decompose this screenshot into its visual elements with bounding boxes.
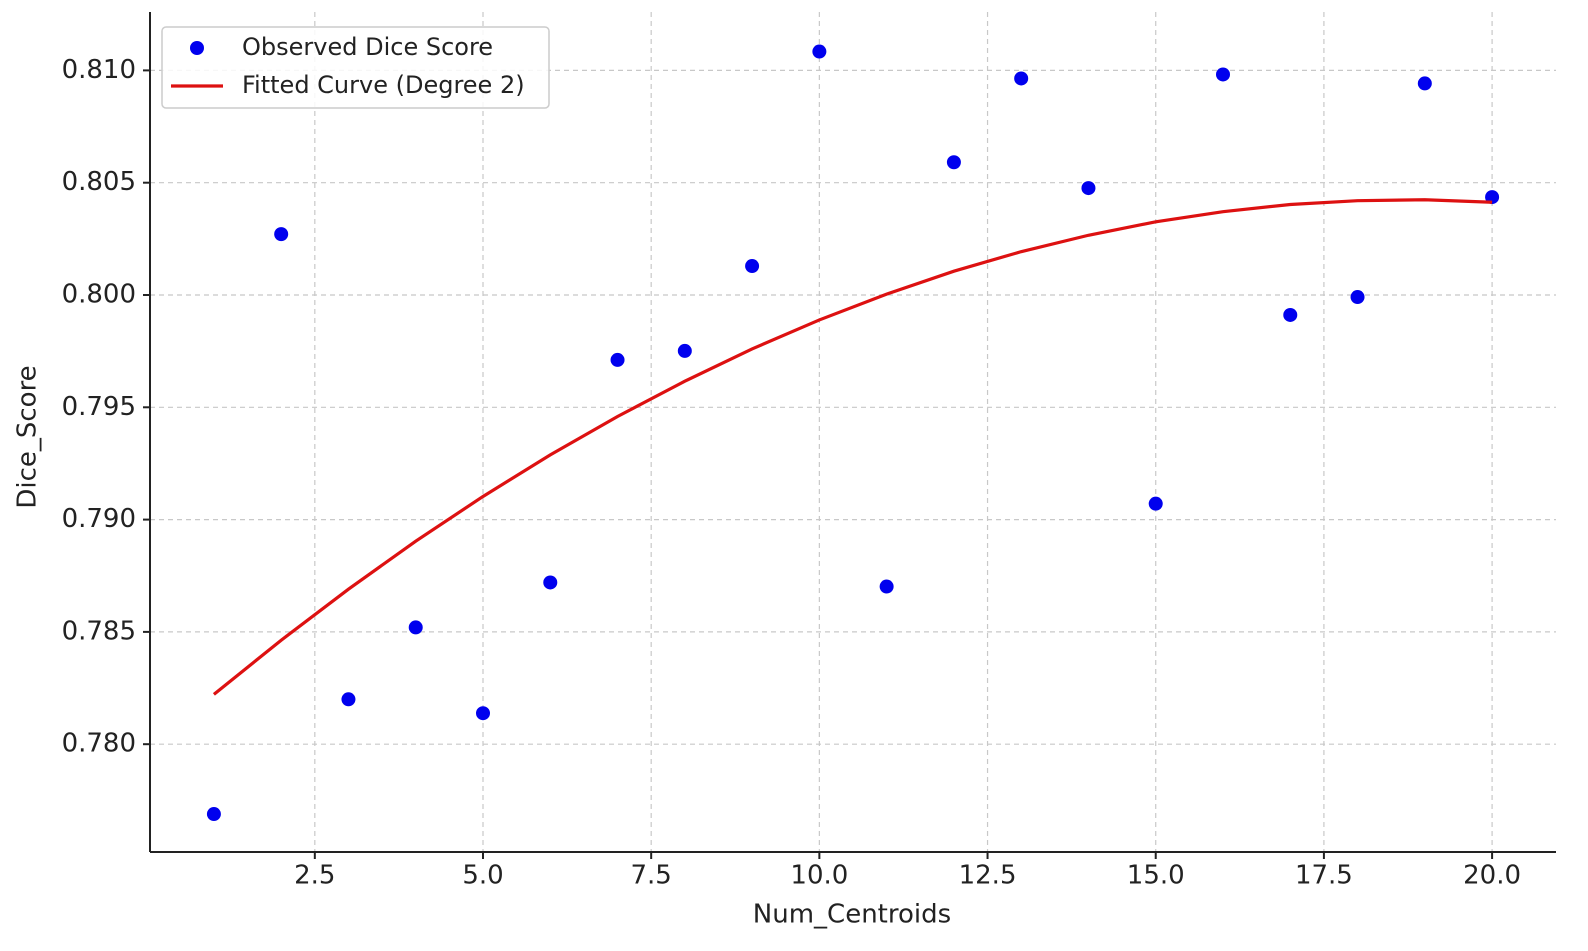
x-tick-label: 7.5 (631, 861, 672, 891)
x-tick-label: 15.0 (1127, 861, 1185, 891)
y-tick-label: 0.800 (62, 279, 136, 309)
data-point (1014, 71, 1029, 86)
data-point (946, 155, 961, 170)
fitted-line (212, 198, 1493, 696)
data-point (1350, 290, 1365, 305)
data-point (274, 227, 289, 242)
y-tick-label: 0.805 (62, 167, 136, 197)
x-axis-label: Num_Centroids (753, 900, 951, 930)
x-tick-label: 12.5 (959, 861, 1017, 891)
data-point (879, 579, 894, 594)
x-tick-label: 20.0 (1463, 861, 1521, 891)
x-tick-label: 2.5 (294, 861, 335, 891)
data-point (812, 44, 827, 59)
y-tick-label: 0.810 (62, 55, 136, 85)
legend-marker (190, 41, 204, 55)
data-point (1417, 76, 1432, 91)
data-point (543, 575, 558, 590)
x-tick-label: 5.0 (462, 861, 503, 891)
y-tick-label: 0.780 (62, 729, 136, 759)
data-point (341, 692, 356, 707)
y-tick-label: 0.790 (62, 504, 136, 534)
x-tick-label: 10.0 (790, 861, 848, 891)
legend-box (161, 26, 550, 109)
grid (150, 12, 1556, 852)
data-point (476, 706, 490, 721)
data-point (1216, 67, 1230, 82)
x-tick-label: 17.5 (1295, 861, 1353, 891)
data-point (745, 259, 760, 274)
data-point (1148, 496, 1163, 511)
y-tick-label: 0.795 (62, 392, 136, 422)
y-axis-label: Dice_Score (13, 365, 43, 508)
data-point (677, 343, 692, 358)
data-point (1283, 307, 1298, 322)
data-point (610, 352, 625, 367)
data-point (1081, 181, 1096, 196)
legend-label: Observed Dice Score (242, 33, 493, 61)
y-tick-label: 0.785 (62, 616, 136, 646)
data-point (206, 807, 221, 822)
legend-label: Fitted Curve (Degree 2) (242, 71, 525, 99)
data-point (408, 620, 423, 635)
